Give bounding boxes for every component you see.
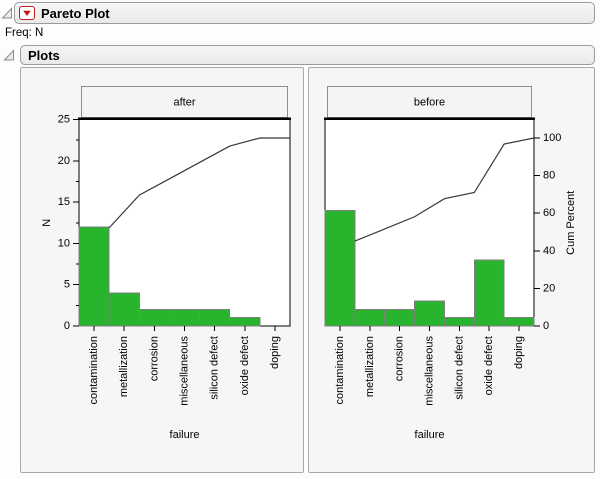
bar-corrosion[interactable] — [138, 308, 170, 327]
n-axis-tick-label: 5 — [64, 279, 70, 291]
x-category-label: metallization — [364, 336, 376, 397]
red-triangle-menu-icon[interactable] — [19, 6, 36, 20]
pareto-panel-before: before 0 20 40 60 80 100 Cum Percent contaminati… — [308, 67, 595, 473]
outline-header-plots[interactable]: Plots — [20, 45, 595, 65]
x-category-label: metallization — [118, 336, 130, 397]
pct-axis-tick-label: 100 — [543, 132, 561, 144]
n-axis-tick-label: 20 — [58, 155, 70, 167]
report-title: Pareto Plot — [41, 5, 110, 21]
bar-silicon-defect[interactable] — [199, 308, 231, 327]
x-axis-title: failure — [170, 429, 200, 441]
x-category-label: miscellaneous — [179, 336, 191, 406]
bar-silicon-defect[interactable] — [443, 317, 475, 327]
cumulative-percent-line — [108, 137, 290, 229]
y2-axis-title: Cum Percent — [565, 191, 577, 255]
x-category-label: oxide defect — [239, 336, 251, 395]
pct-axis-tick-label: 0 — [543, 320, 549, 332]
x-category-label: contamination — [88, 336, 100, 405]
n-axis-tick-label: 0 — [64, 320, 70, 332]
group-title-box — [327, 86, 532, 118]
n-axis-tick-label: 25 — [58, 114, 70, 126]
plots-section-title: Plots — [28, 47, 60, 63]
n-axis-tick-label: 15 — [58, 196, 70, 208]
x-category-label: silicon defect — [453, 336, 465, 400]
x-category-label: corrosion — [148, 336, 160, 381]
pareto-chart-before: before 0 20 40 60 80 100 Cum Percent contaminati… — [324, 86, 577, 441]
x-category-label: corrosion — [394, 336, 406, 381]
outline-disclosure-icon[interactable] — [3, 49, 16, 62]
x-category-label: contamination — [334, 336, 346, 405]
bar-corrosion[interactable] — [384, 308, 416, 327]
bar-doping[interactable] — [503, 317, 535, 327]
x-category-label: oxide defect — [483, 336, 495, 395]
group-title-label: before — [414, 97, 445, 109]
pct-axis-tick-label: 60 — [543, 207, 555, 219]
freq-status-text: Freq: N — [5, 27, 44, 39]
outline-header-pareto-plot[interactable]: Pareto Plot — [14, 2, 595, 24]
x-category-label: doping — [513, 336, 525, 369]
x-category-label: doping — [269, 336, 281, 369]
bar-metallization[interactable] — [108, 292, 140, 327]
cumulative-percent-line — [354, 137, 535, 242]
outline-disclosure-icon[interactable] — [1, 7, 14, 20]
bar-metallization[interactable] — [354, 308, 386, 327]
x-axis-title: failure — [415, 429, 445, 441]
x-category-label: miscellaneous — [424, 336, 436, 406]
pct-axis-tick-label: 20 — [543, 282, 555, 294]
n-axis-tick-label: 10 — [58, 237, 70, 249]
pct-axis-tick-label: 40 — [543, 245, 555, 257]
bar-miscellaneous[interactable] — [414, 300, 445, 327]
group-title-label: after — [173, 97, 195, 109]
x-category-label: silicon defect — [209, 336, 221, 400]
group-title-box — [81, 86, 288, 118]
bar-miscellaneous[interactable] — [168, 308, 201, 327]
bar-oxide-defect[interactable] — [229, 317, 261, 327]
bar-contamination[interactable] — [78, 226, 110, 327]
pct-axis-tick-label: 80 — [543, 170, 555, 182]
bar-contamination[interactable] — [324, 209, 356, 327]
y-axis-title: N — [41, 219, 53, 227]
bar-oxide-defect[interactable] — [473, 259, 505, 327]
